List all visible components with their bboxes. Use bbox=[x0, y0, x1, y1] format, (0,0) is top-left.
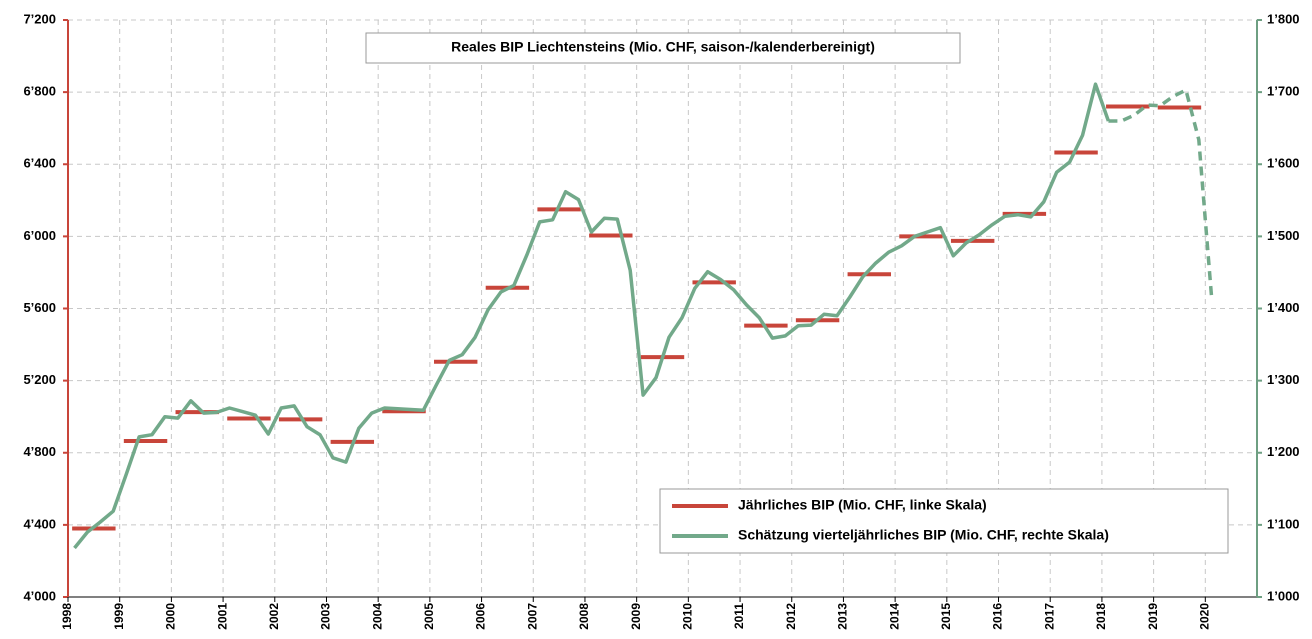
x-tick-label: 2000 bbox=[164, 603, 178, 630]
y2-tick-label: 1’500 bbox=[1267, 228, 1300, 243]
x-tick-label: 2018 bbox=[1094, 603, 1108, 630]
x-tick-label: 2004 bbox=[370, 603, 384, 630]
x-tick-label: 1998 bbox=[60, 603, 74, 630]
y2-tick-label: 1’700 bbox=[1267, 84, 1300, 99]
y-tick-label: 4’800 bbox=[23, 444, 56, 459]
x-tick-label: 2002 bbox=[267, 603, 281, 630]
x-tick-label: 2020 bbox=[1197, 603, 1211, 630]
legend-label: Schätzung vierteljährliches BIP (Mio. CH… bbox=[738, 527, 1109, 543]
quarterly-line bbox=[73, 82, 1111, 550]
y-tick-label: 6’400 bbox=[23, 156, 56, 171]
x-tick-label: 2016 bbox=[991, 603, 1005, 630]
x-tick-label: 1999 bbox=[112, 603, 126, 630]
overlay: 4’000 4’400 4’800 5’200 5’600 6’000 6’400 6’800… bbox=[23, 11, 1299, 629]
x-tick-label: 2012 bbox=[784, 603, 798, 630]
y-tick-label: 6’800 bbox=[23, 84, 56, 99]
y-tick-label: 5’600 bbox=[23, 300, 56, 315]
y-tick-label: 7’200 bbox=[23, 11, 56, 26]
x-tick-label: 2003 bbox=[319, 603, 333, 630]
x-tick-label: 2006 bbox=[474, 603, 488, 630]
chart-title: Reales BIP Liechtensteins (Mio. CHF, sai… bbox=[451, 39, 875, 55]
y2-tick-label: 1’100 bbox=[1267, 516, 1300, 531]
y-tick-label: 5’200 bbox=[23, 372, 56, 387]
x-tick-label: 2008 bbox=[577, 603, 591, 630]
y2-tick-label: 1’300 bbox=[1267, 372, 1300, 387]
y2-tick-label: 1’400 bbox=[1267, 300, 1300, 315]
x-tick-label: 2007 bbox=[525, 603, 539, 630]
x-tick-label: 2001 bbox=[215, 603, 229, 630]
x-tick-label: 2013 bbox=[836, 603, 850, 630]
x-tick-label: 2017 bbox=[1042, 603, 1056, 630]
y-tick-label: 4’000 bbox=[23, 588, 56, 603]
y2-tick-label: 1’200 bbox=[1267, 444, 1300, 459]
legend-box bbox=[659, 488, 1229, 554]
title-box bbox=[365, 32, 961, 64]
x-tick-label: 2019 bbox=[1146, 603, 1160, 630]
legend-label: Jährliches BIP (Mio. CHF, linke Skala) bbox=[738, 497, 987, 513]
x-tick-label: 2014 bbox=[887, 603, 901, 630]
y2-tick-label: 1’000 bbox=[1267, 588, 1300, 603]
y2-tick-label: 1’600 bbox=[1267, 156, 1300, 171]
y-tick-label: 6’000 bbox=[23, 228, 56, 243]
x-tick-label: 2011 bbox=[732, 603, 746, 629]
series-layer bbox=[72, 82, 1214, 550]
quarterly-line bbox=[1108, 88, 1214, 300]
x-tick-label: 2015 bbox=[939, 603, 953, 630]
x-tick-label: 2010 bbox=[681, 603, 695, 630]
x-tick-label: 2009 bbox=[629, 603, 643, 630]
y2-tick-label: 1’800 bbox=[1267, 11, 1300, 26]
x-tick-label: 2005 bbox=[422, 603, 436, 630]
y-tick-label: 4’400 bbox=[23, 516, 56, 531]
